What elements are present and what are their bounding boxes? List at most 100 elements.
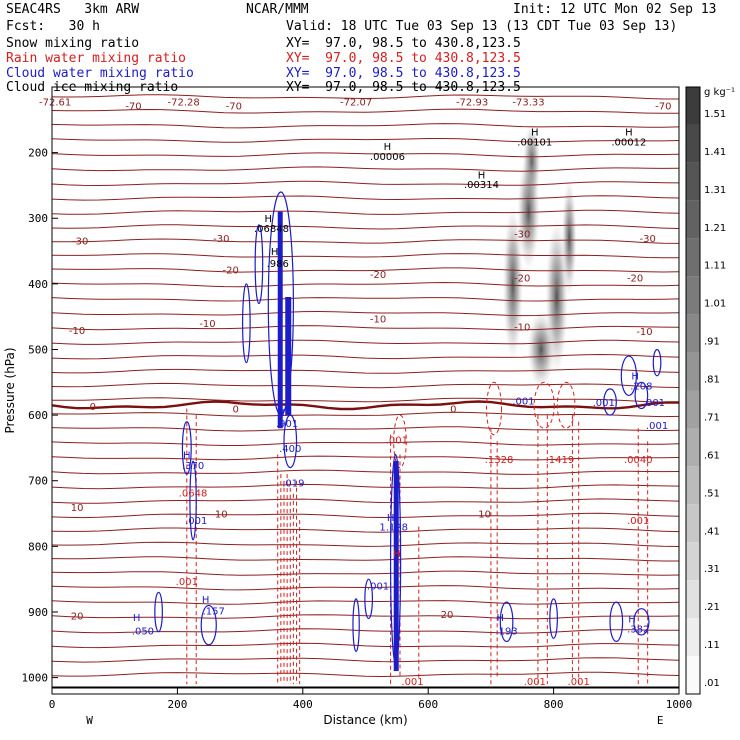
cloud-label: .400 [279, 444, 301, 455]
cloud-label: .001 [593, 398, 615, 409]
isotherm-label: -20 [370, 270, 386, 281]
isotherm-line [52, 253, 679, 259]
snow-label: H [478, 170, 486, 181]
isotherm-line [52, 138, 679, 143]
rain-label: .001 [524, 677, 546, 688]
x-tick-label: 200 [167, 698, 187, 711]
rain-label: H [393, 549, 401, 560]
rain-label: .0648 [179, 489, 208, 500]
cloud-contour [620, 355, 637, 397]
cloud-contour [189, 460, 197, 541]
snow-label: .00314 [464, 180, 499, 191]
cloud-core [285, 296, 292, 416]
isotherm-line [52, 382, 679, 389]
isotherm-label: -72.93 [456, 97, 488, 108]
colorbar-label: .61 [704, 450, 720, 461]
y-tick-label: 800 [28, 540, 48, 553]
snow-shading [527, 310, 555, 389]
cloud-contour [154, 591, 163, 633]
isotherm-line [52, 108, 679, 114]
cloud-label: H [497, 613, 505, 624]
cloud-label: H [133, 613, 141, 624]
snow-label: .00006 [370, 152, 405, 163]
colorbar-bin [686, 580, 700, 619]
colorbar-label: .01 [704, 678, 720, 689]
cloud-contour [634, 381, 649, 410]
colorbar-bin [686, 504, 700, 543]
isotherm-label: 10 [215, 510, 228, 521]
isotherm-line [52, 512, 679, 519]
cloud-label: .050 [132, 626, 154, 637]
cloud-contour [652, 348, 662, 377]
isotherm-line [52, 614, 679, 620]
cloud-label: .157 [203, 607, 225, 618]
colorbar-bin [686, 162, 700, 201]
cloud-label: H [183, 450, 191, 461]
isotherm-line [52, 325, 679, 331]
colorbar-bin [686, 238, 700, 277]
colorbar-bin [686, 87, 700, 125]
cloud-label: H [628, 615, 636, 626]
isotherm-line [52, 180, 679, 187]
field-rain-xy: XY= 97.0, 98.5 to 430.8,123.5 [286, 51, 521, 66]
colorbar-bin [686, 618, 700, 657]
isotherm-line [52, 281, 679, 288]
snow-label: .00101 [517, 137, 552, 148]
colorbar-bin [686, 314, 700, 353]
isotherm-label: -10 [199, 319, 215, 330]
snow-label: H [265, 214, 273, 225]
east-label: E [657, 714, 664, 727]
colorbar-label: 1.21 [704, 223, 726, 234]
freezing-level-line [52, 400, 679, 411]
isotherm-label: -30 [213, 234, 229, 245]
plot-frame [51, 86, 680, 695]
isotherm-line [52, 441, 679, 446]
field-snow-name: Snow mixing ratio [6, 36, 140, 51]
colorbar-label: .81 [704, 375, 720, 386]
isotherm-line [52, 238, 679, 244]
x-tick-label: 1000 [666, 698, 693, 711]
isotherm-label: -10 [514, 323, 530, 334]
cloud-label: .370 [182, 461, 204, 472]
isotherm-line [52, 570, 679, 576]
isotherm-label: 0 [90, 402, 96, 413]
isotherm-line [52, 671, 679, 678]
isotherm-label: -72.28 [168, 97, 200, 108]
cloud-label: H [277, 408, 285, 419]
colorbar-unit: g kg⁻¹ [704, 87, 735, 98]
rain-contour [556, 381, 576, 429]
isotherm-label: -20 [514, 273, 530, 284]
rain-label: .0040 [624, 455, 653, 466]
model-title: SEAC4RS 3km ARW [6, 2, 140, 17]
isotherm-line [52, 469, 679, 475]
colorbar-bin [686, 390, 700, 429]
valid-time: Valid: 18 UTC Tue 03 Sep 13 (13 CDT Tue … [286, 19, 678, 34]
cloud-contour [181, 421, 192, 475]
cloud-label: .193 [495, 626, 517, 637]
isotherm-label: -20 [223, 265, 239, 276]
cloud-label: .001 [643, 398, 665, 409]
y-tick-label: 600 [28, 409, 48, 422]
org-title: NCAR/MMM [246, 2, 309, 17]
cloud-contour [254, 224, 264, 305]
colorbar-frame [685, 86, 701, 695]
isotherm-label: -70 [125, 101, 141, 112]
cloud-contour [499, 601, 514, 643]
colorbar-label: .21 [704, 602, 720, 613]
cloud-contour [242, 283, 251, 364]
isotherm-label: -72.61 [39, 97, 71, 108]
isotherm-line [52, 339, 679, 345]
colorbar-label: 1.11 [704, 261, 726, 272]
snow-label: H [625, 128, 633, 139]
isotherm-line [52, 195, 679, 201]
x-tick-label: 400 [293, 698, 313, 711]
colorbar-label: .41 [704, 526, 720, 537]
isotherm-line [52, 166, 679, 172]
field-snow-xy: XY= 97.0, 98.5 to 430.8,123.5 [286, 36, 521, 51]
isotherm-line [52, 397, 679, 403]
y-tick-label: 500 [28, 343, 48, 356]
field-cloud-name: Cloud water mixing ratio [6, 66, 194, 81]
isotherm-line [52, 209, 679, 215]
isotherm-label: -30 [639, 234, 655, 245]
